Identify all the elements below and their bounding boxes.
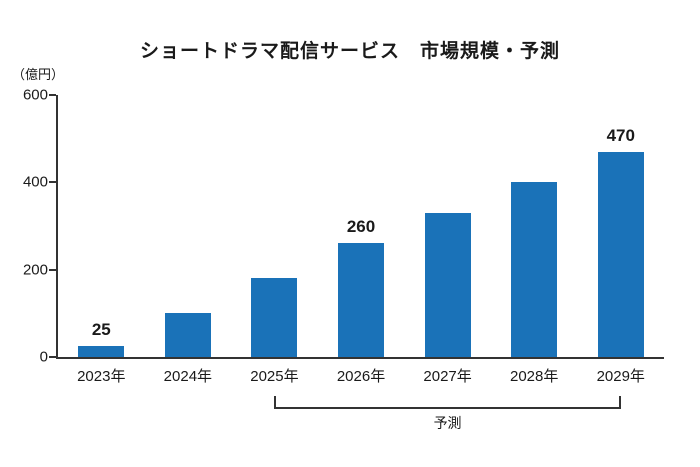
forecast-bracket <box>274 396 621 409</box>
bar-cell: 260 <box>318 95 405 357</box>
forecast-label: 予測 <box>433 415 462 431</box>
plot-area: 25 260 470 <box>49 94 664 359</box>
x-axis-label: 2025年 <box>250 368 299 385</box>
bar <box>251 278 298 357</box>
y-axis: 0 200 400 600 <box>14 87 56 366</box>
x-axis-label: 2029年 <box>596 368 645 385</box>
bar-value-label: 25 <box>91 320 111 340</box>
x-axis-label: 2026年 <box>336 368 386 385</box>
bar-cell <box>231 95 318 357</box>
bar-cell: 25 <box>58 95 145 357</box>
y-tick-label: 600 <box>22 86 48 104</box>
bar <box>338 243 385 357</box>
bar <box>164 313 211 357</box>
bar-cell <box>404 95 491 357</box>
chart-title: ショートドラマ配信サービス 市場規模・予測 <box>139 41 560 62</box>
bar <box>78 346 125 357</box>
bar <box>511 182 558 357</box>
y-tick-label: 200 <box>22 261 48 279</box>
y-tick-mark <box>49 356 56 358</box>
bar-value-label: 260 <box>346 217 376 237</box>
y-tick-mark <box>49 268 56 271</box>
bar-cell <box>145 95 232 357</box>
y-tick-label: 0 <box>39 348 48 366</box>
x-axis-label: 2028年 <box>509 368 559 385</box>
bar <box>424 212 471 357</box>
y-tick-mark <box>49 181 56 184</box>
y-axis-unit-label: （億円） <box>12 67 65 82</box>
x-axis-label: 2024年 <box>163 368 213 385</box>
x-axis-label: 2023年 <box>77 368 126 385</box>
x-axis-label: 2027年 <box>423 368 472 385</box>
bar-cell: 470 <box>577 95 664 357</box>
bar <box>597 151 644 357</box>
y-tick-label: 400 <box>22 173 48 191</box>
x-axis-labels: 2023年 2024年 2025年 2026年 2027年 2028年 2029年 <box>58 365 664 386</box>
bar-value-label: 470 <box>606 125 635 145</box>
chart-body: 0 200 400 600 25 260 470 <box>14 87 664 366</box>
y-tick-mark <box>49 94 56 96</box>
bar-cell <box>491 95 578 357</box>
